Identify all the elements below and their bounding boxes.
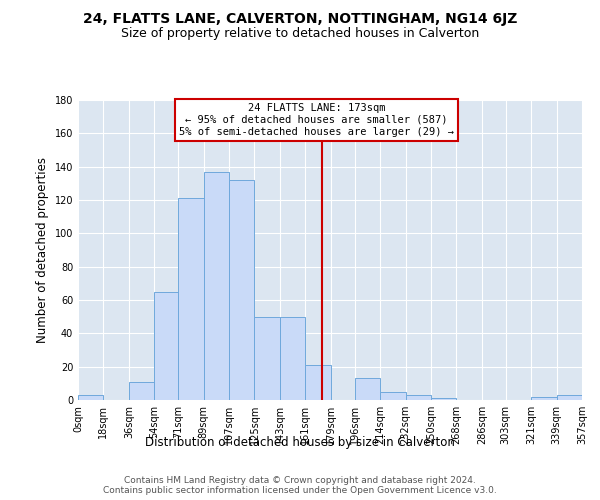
Bar xyxy=(431,398,457,400)
Bar xyxy=(129,382,154,400)
Bar xyxy=(229,180,254,400)
Bar xyxy=(557,395,582,400)
Bar xyxy=(380,392,406,400)
Text: Size of property relative to detached houses in Calverton: Size of property relative to detached ho… xyxy=(121,28,479,40)
Bar xyxy=(305,365,331,400)
Bar xyxy=(355,378,380,400)
Bar xyxy=(203,172,229,400)
Text: Contains HM Land Registry data © Crown copyright and database right 2024.
Contai: Contains HM Land Registry data © Crown c… xyxy=(103,476,497,495)
Bar xyxy=(582,395,600,400)
Bar xyxy=(78,395,103,400)
Bar xyxy=(154,292,178,400)
Text: 24 FLATTS LANE: 173sqm
← 95% of detached houses are smaller (587)
5% of semi-det: 24 FLATTS LANE: 173sqm ← 95% of detached… xyxy=(179,104,454,136)
Text: 24, FLATTS LANE, CALVERTON, NOTTINGHAM, NG14 6JZ: 24, FLATTS LANE, CALVERTON, NOTTINGHAM, … xyxy=(83,12,517,26)
Bar xyxy=(406,395,431,400)
Text: Distribution of detached houses by size in Calverton: Distribution of detached houses by size … xyxy=(145,436,455,449)
Y-axis label: Number of detached properties: Number of detached properties xyxy=(36,157,49,343)
Bar xyxy=(280,316,305,400)
Bar xyxy=(531,396,557,400)
Bar xyxy=(178,198,203,400)
Bar xyxy=(254,316,280,400)
